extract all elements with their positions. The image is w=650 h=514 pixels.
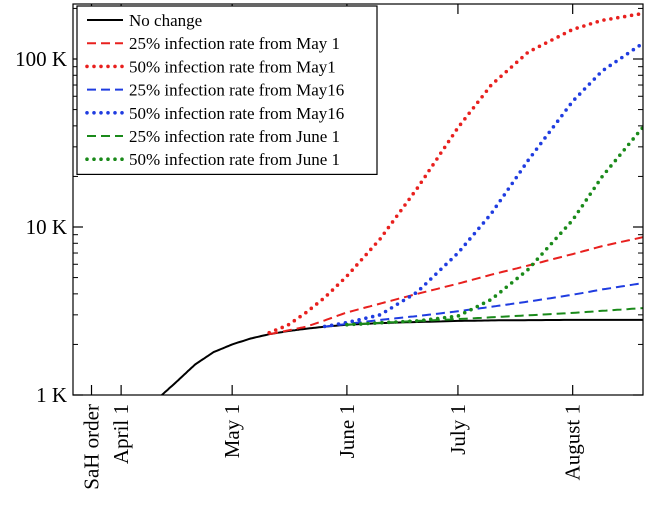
series-line-7 bbox=[345, 124, 643, 327]
plot-frame bbox=[72, 3, 644, 396]
x-tick-label: August 1 bbox=[561, 404, 585, 480]
legend: No change 25% infection rate from May 1 50… bbox=[76, 5, 378, 175]
series-line-6 bbox=[346, 307, 643, 326]
x-tick-label: April 1 bbox=[109, 404, 133, 464]
x-tick-label: May 1 bbox=[220, 404, 244, 458]
x-tick-label: July 1 bbox=[446, 404, 470, 455]
y-tick-label: 1 K bbox=[36, 383, 67, 407]
plot-lines bbox=[161, 11, 643, 395]
legend-label-5: 50% infection rate from May16 bbox=[129, 104, 344, 123]
legend-label-1: No change bbox=[129, 11, 202, 30]
legend-label-6: 25% infection rate from June 1 bbox=[129, 127, 340, 146]
legend-label-4: 25% infection rate from May16 bbox=[129, 81, 344, 100]
series-line-3 bbox=[267, 11, 643, 335]
series-line-4 bbox=[324, 282, 643, 328]
series-line-1 bbox=[161, 318, 643, 395]
x-tick-label: SaH order bbox=[80, 404, 104, 490]
legend-label-2: 25% infection rate from May 1 bbox=[129, 34, 340, 53]
legend-box bbox=[76, 5, 378, 175]
legend-label-3: 50% infection rate from May1 bbox=[129, 57, 336, 76]
series-line-2 bbox=[269, 236, 643, 336]
legend-label-7: 50% infection rate from June 1 bbox=[129, 150, 340, 169]
y-tick-label: 100 K bbox=[15, 47, 67, 71]
x-tick-label: June 1 bbox=[335, 404, 359, 458]
axes: 1 K 10 K 100 K SaH order April 1 May 1 June 1 J… bbox=[15, 4, 643, 490]
y-tick-label: 10 K bbox=[26, 215, 67, 239]
